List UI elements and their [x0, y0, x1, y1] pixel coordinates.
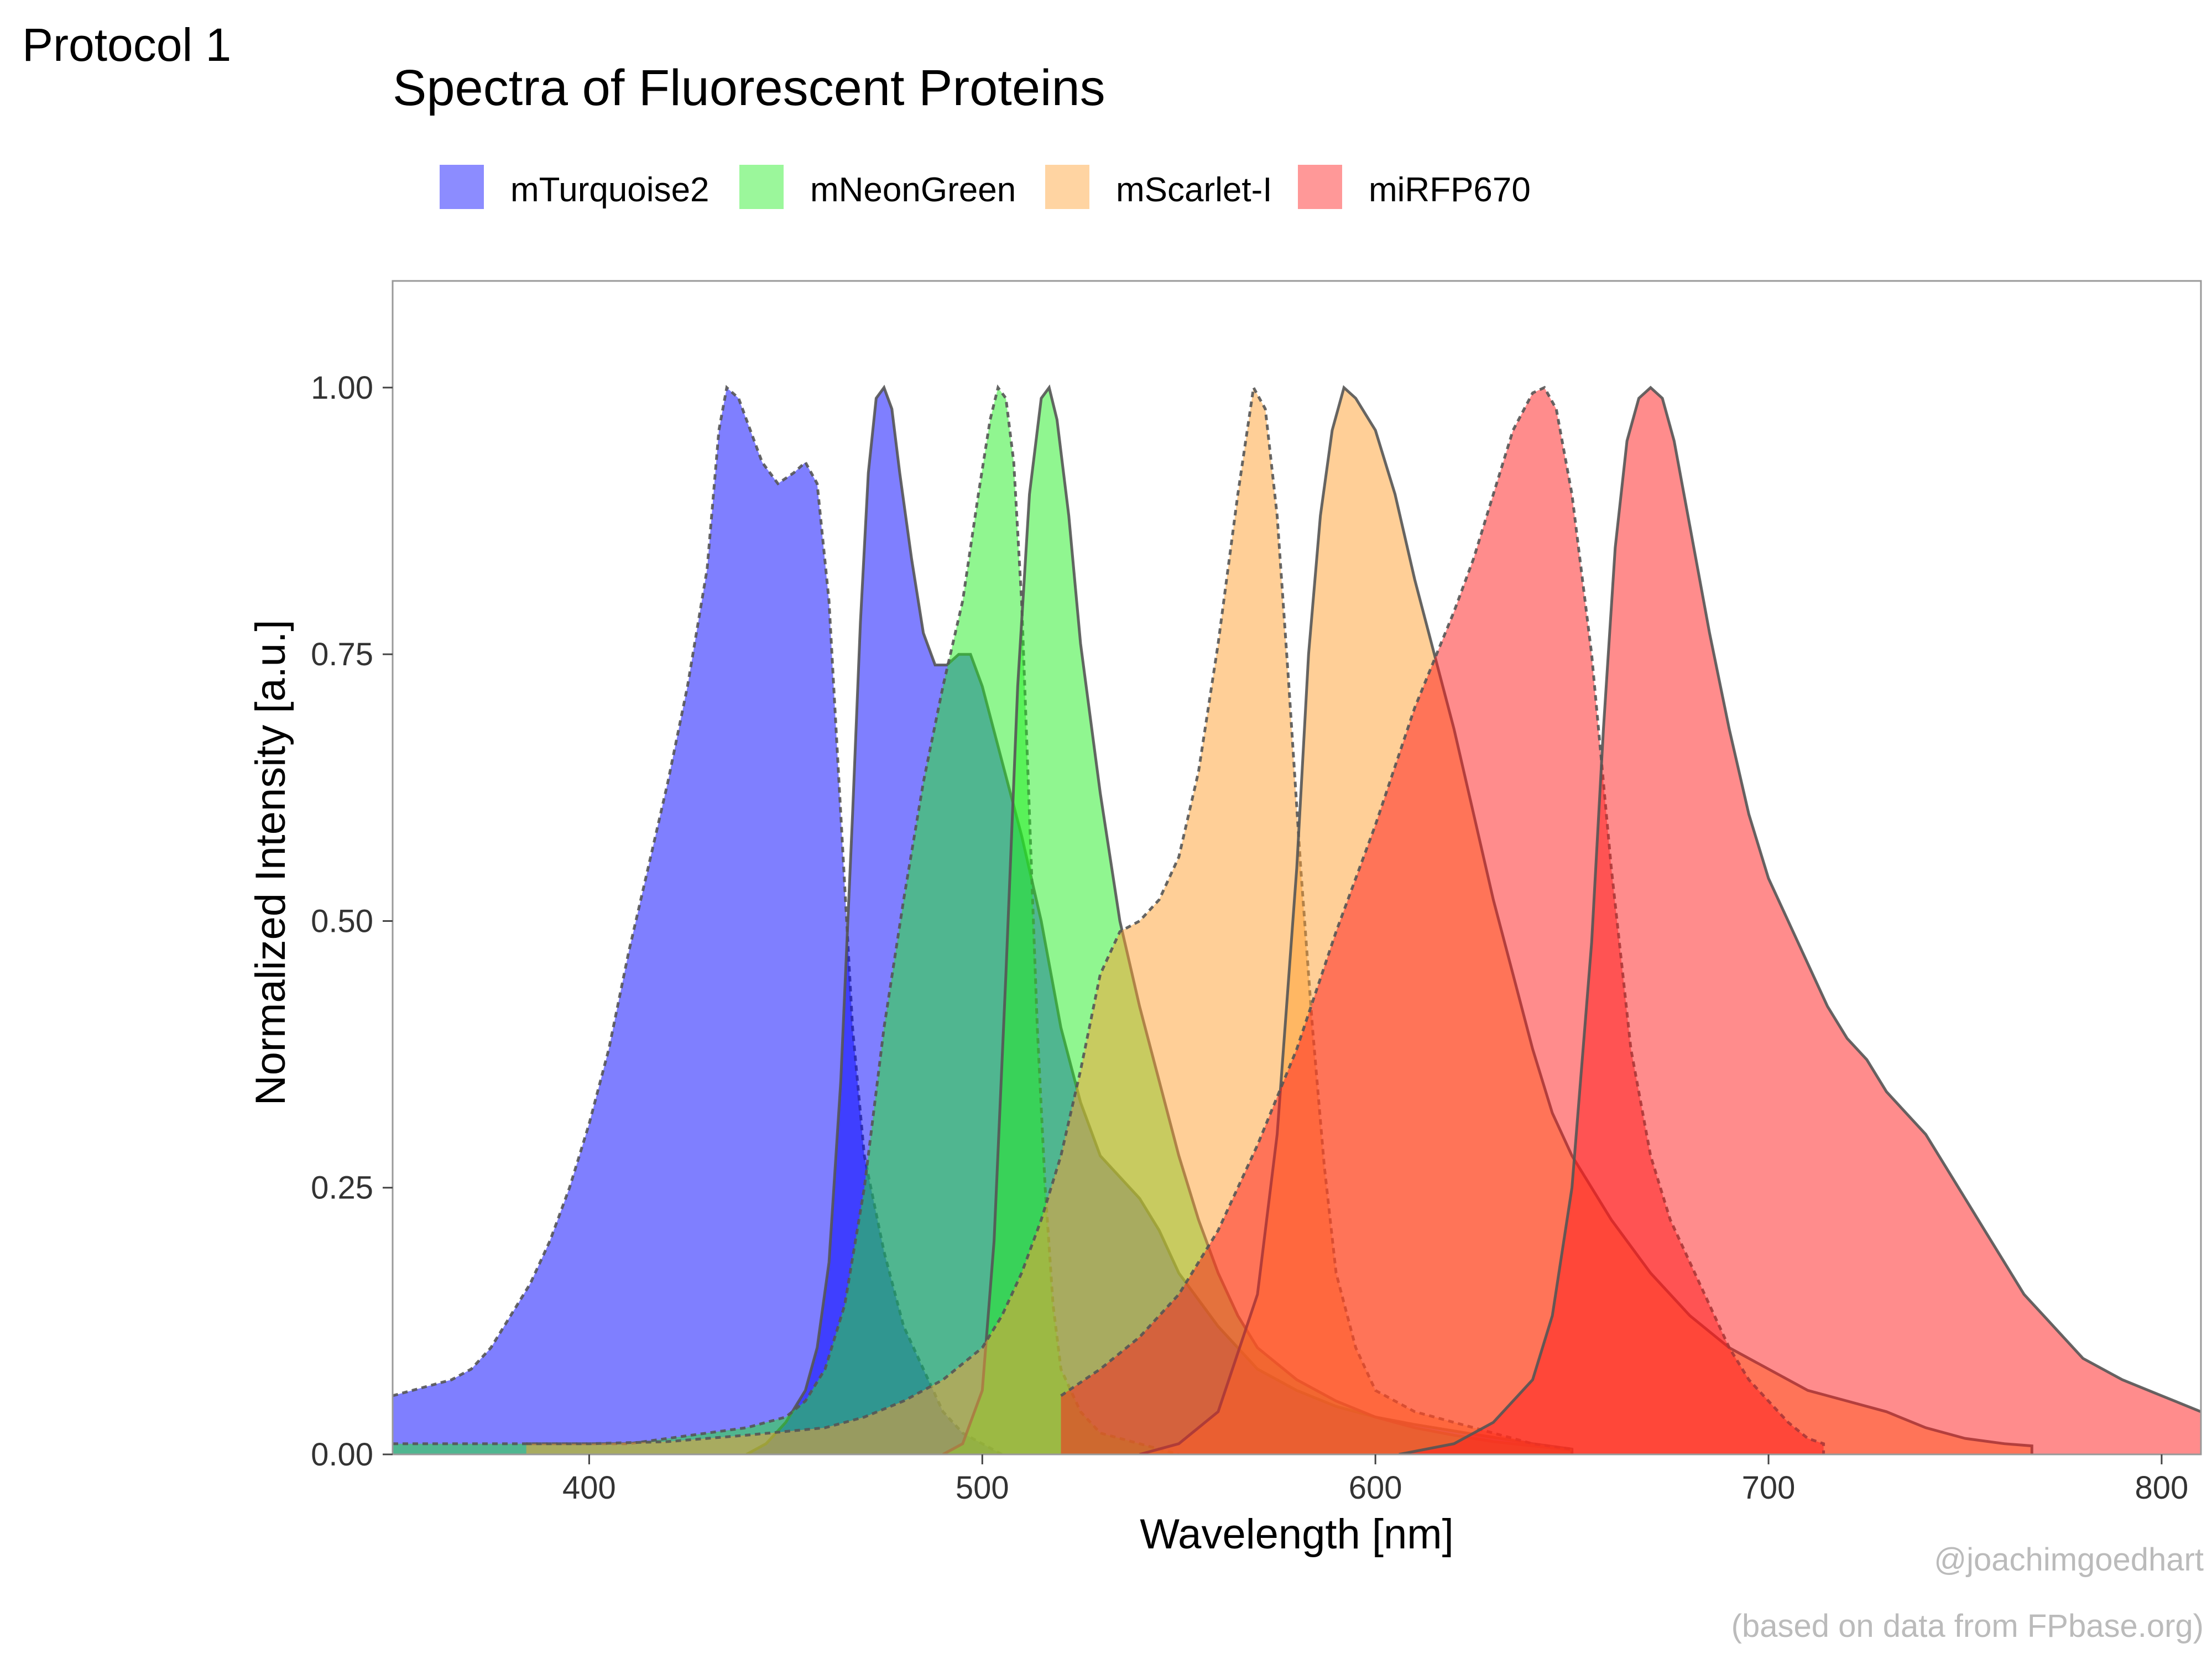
- y-tick-label-4: 1.00: [311, 370, 373, 406]
- legend-label-mirfp670: miRFP670: [1369, 171, 1531, 209]
- x-tick-label-500: 500: [956, 1470, 1009, 1506]
- mirfp670-emission-outline: [1399, 385, 2201, 1454]
- y-tick-label-2: 0.50: [311, 903, 373, 939]
- y-tick-label-1: 0.25: [311, 1170, 373, 1206]
- mneongreen-excitation-area: [393, 387, 1179, 1454]
- legend-key-mirfp670: [1298, 165, 1342, 209]
- y-tick-label-0: 0.00: [311, 1437, 373, 1473]
- legend-key-mneongreen: [739, 165, 784, 209]
- mturquoise2-excitation-outline: [393, 385, 1003, 1454]
- plot-area: [393, 383, 2201, 1454]
- x-tick-label-700: 700: [1742, 1470, 1796, 1506]
- x-tick-label-600: 600: [1349, 1470, 1402, 1506]
- corner-label: Protocol 1: [22, 19, 231, 71]
- plot-border: [392, 280, 2202, 1455]
- legend-label-mturquoise2: mTurquoise2: [510, 171, 709, 209]
- x-tick-label-400: 400: [562, 1470, 616, 1506]
- mirfp670-excitation-outline: [1060, 385, 1825, 1454]
- legend-label-mscarlet-i: mScarlet-I: [1116, 171, 1272, 209]
- x-tick-label-800: 800: [2135, 1470, 2189, 1506]
- credit-handle: @joachimgoedhart: [1934, 1542, 2204, 1578]
- legend-key-mturquoise2: [440, 165, 484, 209]
- credit-source: (based on data from FPbase.org): [1731, 1608, 2204, 1644]
- y-axis-label: Normalized Intensity [a.u.]: [247, 620, 294, 1106]
- x-axis-label: Wavelength [nm]: [1140, 1511, 1453, 1558]
- legend-label-mneongreen: mNeonGreen: [810, 171, 1016, 209]
- legend: mTurquoise2 mNeonGreen mScarlet-I miRFP670: [440, 165, 1531, 209]
- chart-title: Spectra of Fluorescent Proteins: [393, 60, 1105, 116]
- axes: 400 500 600 700 800 0.00 0.25 0.50 0.75 1.00: [311, 280, 2202, 1506]
- y-tick-label-3: 0.75: [311, 637, 373, 672]
- mirfp670-emission-area: [1399, 387, 2201, 1454]
- legend-key-mscarlet-i: [1045, 165, 1089, 209]
